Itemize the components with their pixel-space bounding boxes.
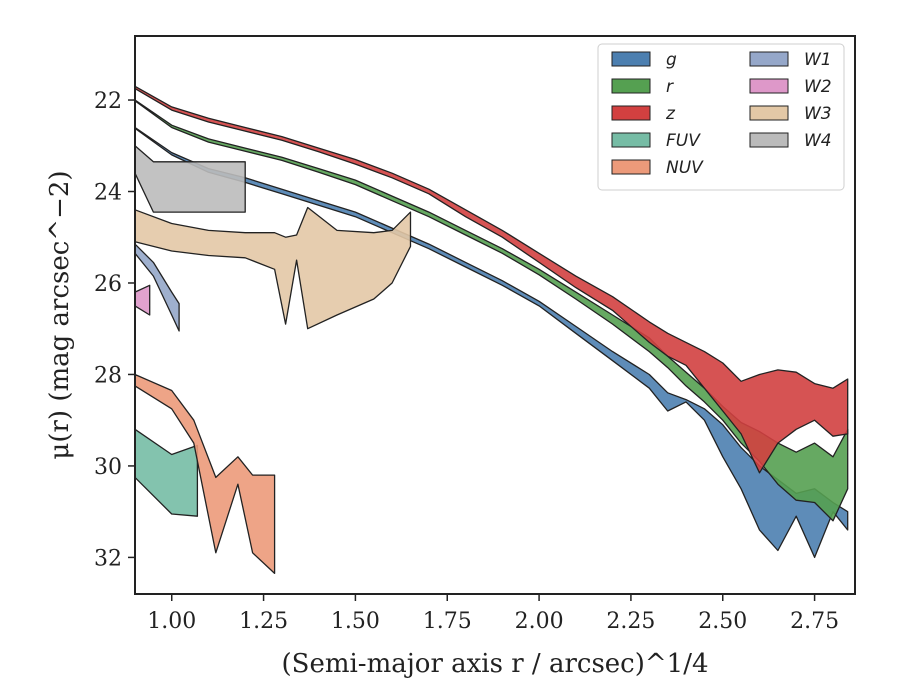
band-r — [134, 99, 849, 522]
legend-swatch-w2 — [749, 78, 789, 94]
x-tick-label: 2.50 — [698, 609, 747, 634]
band-w3 — [134, 206, 412, 330]
legend-swatch-w4 — [749, 132, 789, 148]
band-fuv — [134, 428, 199, 517]
legend-label-w2: W2 — [804, 77, 832, 97]
legend: grz FUV NUV W1 W2 W3 W4 — [597, 43, 845, 191]
legend-label-w1: W1 — [804, 50, 832, 70]
legend-swatch-r — [611, 78, 651, 94]
series-layer — [134, 85, 849, 575]
legend-swatch-nuv — [611, 159, 651, 175]
y-axis-label: μ(r) (mag arcsec^−2) — [45, 170, 75, 459]
x-tick-label: 2.75 — [790, 609, 839, 634]
band-w1 — [134, 243, 180, 332]
axis-layer: 1.00 1.25 1.50 1.75 2.00 2.25 2.50 2.75 22 24 26 28… — [94, 89, 839, 634]
x-tick-label: 1.75 — [423, 609, 472, 634]
legend-label-w3: W3 — [804, 104, 832, 124]
x-tick-label: 1.50 — [331, 609, 380, 634]
legend-swatch-w3 — [749, 105, 789, 121]
legend-label-z: z — [665, 104, 676, 124]
legend-swatch-g — [611, 51, 651, 67]
legend-label-r: r — [666, 77, 674, 97]
x-tick-label: 1.25 — [239, 609, 288, 634]
band-w2 — [134, 284, 151, 316]
y-tick-label: 32 — [94, 546, 122, 571]
band-z — [134, 85, 849, 474]
y-tick-label: 26 — [94, 272, 122, 297]
y-tick-label: 22 — [94, 89, 122, 114]
x-tick-label: 2.00 — [515, 609, 564, 634]
y-tick-label: 30 — [94, 455, 122, 480]
legend-swatch-w1 — [749, 51, 789, 67]
legend-label-nuv: NUV — [666, 158, 704, 178]
band-nuv — [134, 373, 276, 575]
x-tick-label: 1.00 — [147, 609, 196, 634]
legend-label-fuv: FUV — [666, 131, 701, 151]
plot-frame — [134, 35, 856, 595]
legend-swatch-z — [611, 105, 651, 121]
x-axis-label: (Semi-major axis r / arcsec)^1/4 — [281, 649, 708, 679]
legend-swatch-fuv — [611, 132, 651, 148]
y-tick-label: 28 — [94, 363, 122, 388]
legend-label-g: g — [666, 50, 677, 70]
y-tick-label: 24 — [94, 181, 122, 206]
x-tick-label: 2.25 — [606, 609, 655, 634]
band-w4 — [134, 145, 246, 213]
legend-label-w4: W4 — [804, 131, 832, 151]
